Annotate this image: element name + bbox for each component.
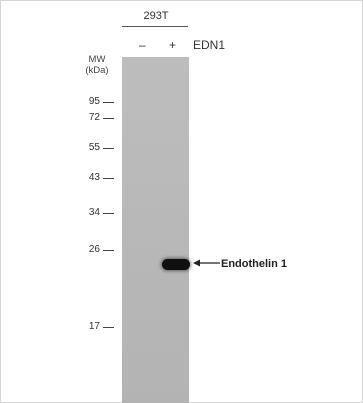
endothelin-band [162, 259, 190, 270]
mw-axis-title: MW (kDa) [80, 54, 114, 76]
treatment-label: EDN1 [193, 38, 226, 52]
mw-title-line-2: (kDa) [85, 65, 109, 76]
mw-title-line-1: MW [88, 54, 106, 65]
marker-tick-26 [103, 250, 114, 251]
marker-label-34: 34 [88, 207, 100, 218]
lane-plus-label: + [169, 38, 177, 52]
marker-label-55: 55 [88, 142, 100, 153]
marker-label-17: 17 [88, 321, 100, 332]
arrow-left-icon [193, 259, 220, 267]
marker-label-43: 43 [88, 172, 100, 183]
marker-tick-72 [103, 118, 114, 119]
lane-minus-label: – [139, 38, 146, 52]
marker-tick-95 [103, 102, 114, 103]
marker-tick-17 [103, 327, 114, 328]
marker-tick-34 [103, 213, 114, 214]
marker-tick-43 [103, 178, 114, 179]
marker-label-72: 72 [88, 112, 100, 123]
marker-label-26: 26 [88, 244, 100, 255]
band-label: Endothelin 1 [221, 258, 287, 270]
cell-line-underline [122, 26, 188, 27]
marker-tick-55 [103, 148, 114, 149]
western-blot-membrane [122, 57, 189, 403]
marker-label-95: 95 [88, 96, 100, 107]
cell-line-label: 293T [143, 10, 169, 22]
